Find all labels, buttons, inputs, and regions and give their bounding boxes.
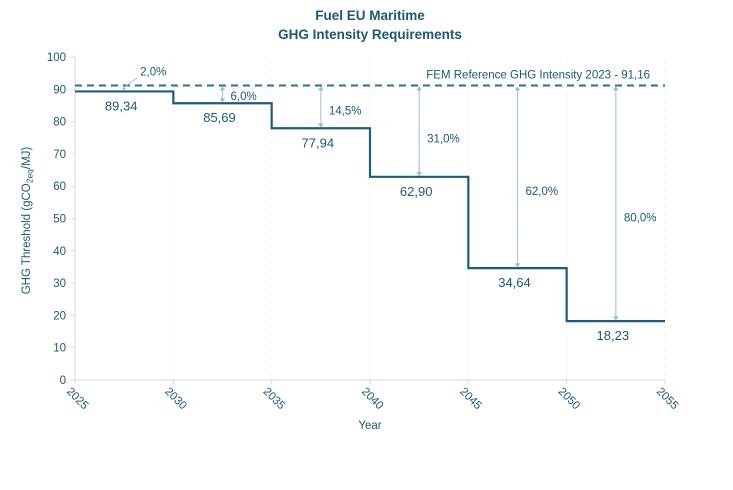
step-value-label: 85,69 [203, 110, 236, 125]
reduction-percent-label: 31,0% [427, 133, 460, 145]
reduction-percent-label: 2,0% [140, 67, 166, 79]
reduction-percent-label: 80,0% [624, 212, 657, 224]
y-tick-label: 60 [53, 181, 66, 193]
reduction-percent-label: 6,0% [231, 91, 257, 103]
step-value-label: 89,34 [105, 98, 138, 113]
x-tick-label: 2025 [64, 386, 91, 413]
y-axis-title-suffix: /MJ) [21, 147, 33, 170]
chart-title: Fuel EU Maritime GHG Intensity Requireme… [7, 6, 733, 44]
y-tick-label: 40 [53, 246, 66, 258]
y-axis-title-subscript: 2eq [25, 169, 35, 183]
x-tick-label: 2055 [654, 386, 681, 413]
y-tick-label: 80 [53, 117, 66, 129]
reduction-label-leader [125, 77, 138, 87]
y-axis-title: GHG Threshold (gCO2eq/MJ) [21, 147, 35, 295]
y-tick-label: 0 [60, 375, 66, 387]
reduction-arrow-head-up [416, 86, 422, 91]
reduction-arrow-head-down [122, 88, 126, 91]
y-tick-label: 20 [53, 310, 66, 322]
reduction-arrow-head-up [219, 86, 226, 91]
reduction-arrow-head-up [318, 86, 324, 91]
reduction-arrow-head-up [514, 86, 521, 91]
y-tick-label: 70 [53, 149, 66, 161]
y-tick-label: 50 [53, 214, 66, 226]
x-tick-label: 2045 [457, 386, 484, 413]
x-axis-title: Year [358, 420, 381, 432]
step-value-label: 62,90 [400, 184, 433, 199]
y-tick-label: 30 [53, 278, 66, 290]
reduction-arrow-head-up [613, 86, 619, 91]
ghg-threshold-step-line [75, 90, 665, 323]
chart-title-line2: GHG Intensity Requirements [278, 27, 462, 42]
reference-line-label: FEM Reference GHG Intensity 2023 - 91,16 [426, 70, 650, 82]
reduction-percent-label: 62,0% [526, 186, 559, 198]
reduction-arrow-head-down [613, 316, 619, 321]
x-tick-label: 2050 [555, 386, 582, 413]
chart-title-line1: Fuel EU Maritime [315, 8, 425, 23]
x-tick-label: 2040 [359, 386, 386, 413]
reduction-arrow-head-down [318, 123, 324, 128]
step-value-label: 34,64 [498, 275, 531, 290]
reduction-arrow-head-down [219, 98, 226, 103]
reduction-percent-label: 14,5% [329, 105, 362, 117]
x-tick-label: 2035 [260, 386, 287, 413]
y-tick-label: 100 [47, 52, 66, 64]
step-value-label: 77,94 [302, 135, 335, 150]
y-tick-label: 90 [53, 84, 66, 96]
reduction-arrow-head-down [416, 172, 422, 177]
y-axis-title-prefix: GHG Threshold (gCO [21, 183, 33, 294]
x-tick-label: 2030 [162, 386, 189, 413]
reduction-arrow-head-down [514, 263, 521, 268]
y-tick-label: 10 [53, 343, 66, 355]
step-value-label: 18,23 [597, 328, 630, 343]
